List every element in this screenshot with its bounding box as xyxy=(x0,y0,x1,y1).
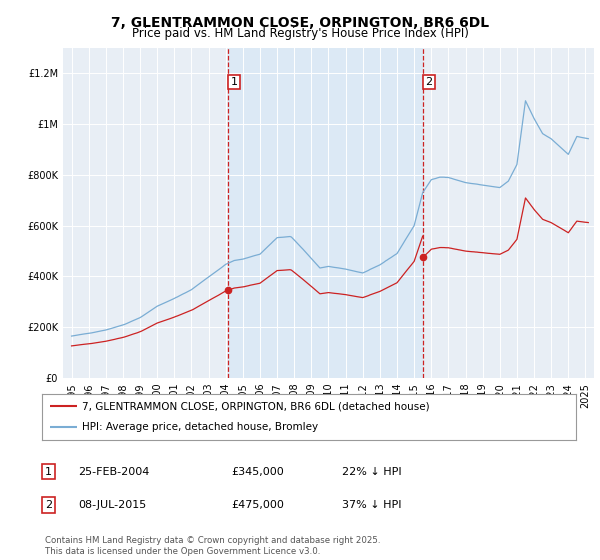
Text: HPI: Average price, detached house, Bromley: HPI: Average price, detached house, Brom… xyxy=(82,422,318,432)
Text: £345,000: £345,000 xyxy=(231,466,284,477)
Bar xyxy=(228,48,423,378)
Text: 08-JUL-2015: 08-JUL-2015 xyxy=(78,500,146,510)
Text: Price paid vs. HM Land Registry's House Price Index (HPI): Price paid vs. HM Land Registry's House … xyxy=(131,27,469,40)
Text: 2: 2 xyxy=(45,500,52,510)
Text: £475,000: £475,000 xyxy=(231,500,284,510)
Text: 7, GLENTRAMMON CLOSE, ORPINGTON, BR6 6DL: 7, GLENTRAMMON CLOSE, ORPINGTON, BR6 6DL xyxy=(111,16,489,30)
Text: 22% ↓ HPI: 22% ↓ HPI xyxy=(342,466,401,477)
Text: Contains HM Land Registry data © Crown copyright and database right 2025.
This d: Contains HM Land Registry data © Crown c… xyxy=(45,536,380,556)
Text: 7, GLENTRAMMON CLOSE, ORPINGTON, BR6 6DL (detached house): 7, GLENTRAMMON CLOSE, ORPINGTON, BR6 6DL… xyxy=(82,401,430,411)
Text: 1: 1 xyxy=(45,466,52,477)
Text: 1: 1 xyxy=(230,77,238,87)
Text: 2: 2 xyxy=(425,77,433,87)
Text: 37% ↓ HPI: 37% ↓ HPI xyxy=(342,500,401,510)
Text: 25-FEB-2004: 25-FEB-2004 xyxy=(78,466,149,477)
